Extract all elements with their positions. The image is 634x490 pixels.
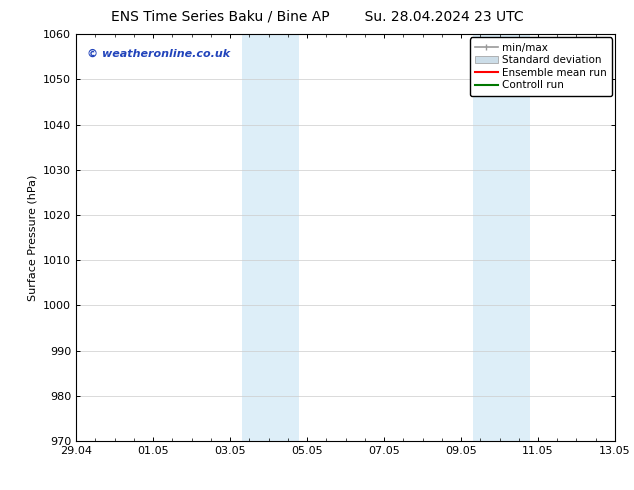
Legend: min/max, Standard deviation, Ensemble mean run, Controll run: min/max, Standard deviation, Ensemble me… [470, 37, 612, 96]
Bar [242, 34, 299, 441]
Y-axis label: Surface Pressure (hPa): Surface Pressure (hPa) [27, 174, 37, 301]
Text: © weatheronline.co.uk: © weatheronline.co.uk [87, 49, 230, 58]
Text: ENS Time Series Baku / Bine AP        Su. 28.04.2024 23 UTC: ENS Time Series Baku / Bine AP Su. 28.04… [111, 10, 523, 24]
Bar [472, 34, 530, 441]
